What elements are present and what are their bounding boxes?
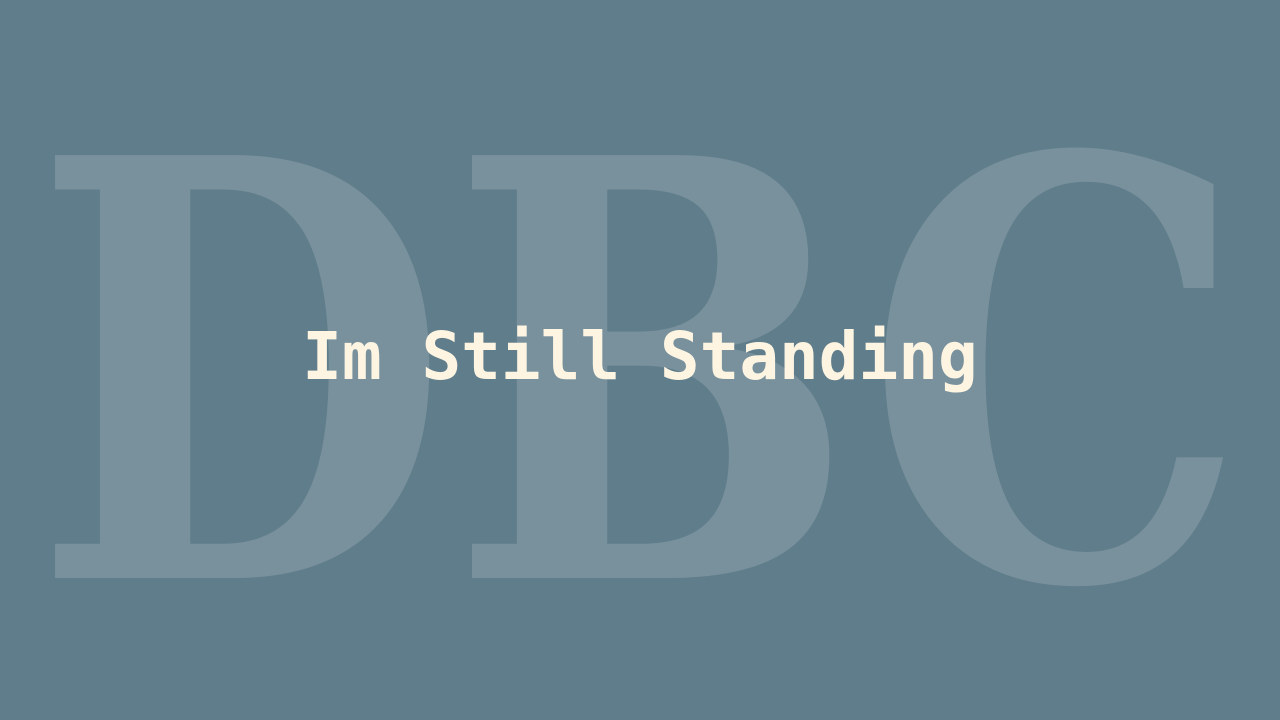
watermark-text: DBC xyxy=(33,33,1248,715)
slide-title: Im Still Standing xyxy=(302,318,978,395)
